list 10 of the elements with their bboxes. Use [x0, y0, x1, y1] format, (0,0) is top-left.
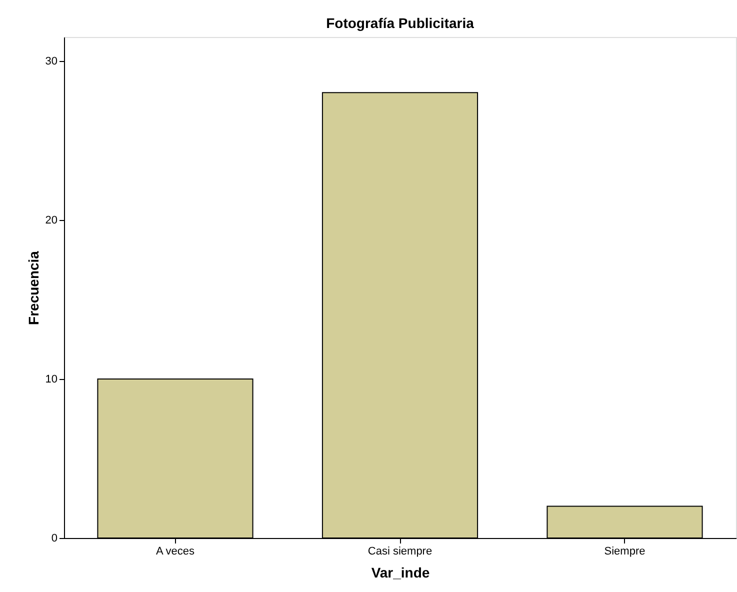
y-tick-label: 20: [45, 214, 58, 226]
y-tick-label: 30: [45, 55, 58, 68]
chart-title: Fotografía Publicitaria: [326, 15, 474, 31]
x-tick-label: A veces: [156, 546, 196, 558]
y-tick-label: 0: [51, 532, 58, 544]
x-tick-label: Siempre: [604, 546, 646, 558]
x-axis-title: Var_inde: [371, 564, 430, 580]
x-tick-label: Casi siempre: [368, 546, 432, 558]
y-tick-label: 10: [45, 373, 58, 386]
y-axis-title: Frecuencia: [25, 250, 42, 325]
